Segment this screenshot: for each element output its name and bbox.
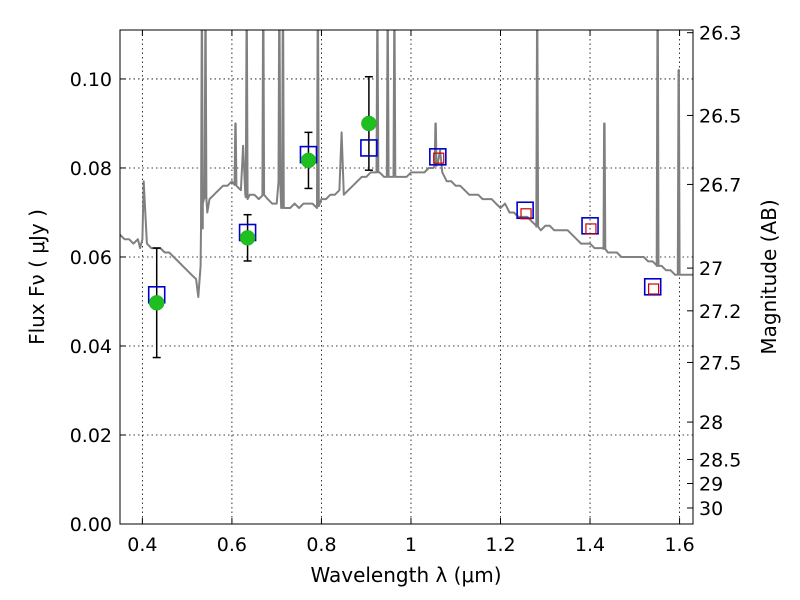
plot-frame: [119, 29, 694, 525]
blue-square-point: [360, 139, 378, 157]
plot-background: [120, 30, 693, 524]
y2-axis-label: Magnitude (AB): [757, 199, 781, 354]
blue-square-point: [429, 148, 447, 166]
y-axis-label: Flux Fν ( μJy ): [25, 209, 49, 345]
y-tick-label: 0.08: [70, 158, 112, 180]
magnitude-tick-label: 28: [699, 412, 723, 434]
magnitude-tick-label: 30: [699, 498, 723, 520]
green-circle-point: [239, 230, 256, 246]
x-tick-label: 1.4: [575, 534, 605, 556]
y-axis: 0.00 0.02 0.04 0.06 0.08 0.10: [70, 69, 126, 536]
magnitude-tick-label: 26.7: [699, 174, 741, 196]
magnitude-tick-label: 29: [699, 474, 723, 496]
y-tick-label: 0.02: [70, 425, 112, 447]
magnitude-tick-label: 28.5: [699, 449, 741, 471]
red-square-point: [520, 208, 532, 220]
green-circle-point: [148, 295, 165, 311]
x-tick-label: 1.2: [485, 534, 515, 556]
magnitude-tick-label: 27.2: [699, 301, 741, 323]
y-tick-label: 0.04: [70, 336, 112, 358]
red-square-point: [433, 152, 445, 164]
plot-area: [120, 30, 693, 359]
x-tick-label: 1: [405, 534, 417, 556]
red-square-point: [648, 283, 660, 295]
green-circle-point: [300, 152, 317, 169]
x-tick-label: 1.6: [664, 534, 694, 556]
y-tick-label: 0.00: [70, 514, 112, 536]
x-tick-label: 0.6: [217, 534, 247, 556]
magnitude-tick-label: 27: [699, 258, 723, 280]
green-circle-point: [361, 115, 377, 132]
y-tick-label: 0.10: [70, 69, 112, 91]
x-axis: 0.4 0.6 0.8 1 1.2 1.4 1.6: [127, 30, 695, 556]
y-tick-label: 0.06: [70, 247, 112, 269]
x-axis-label: Wavelength λ (μm): [310, 563, 501, 587]
x-tick-label: 0.4: [127, 534, 157, 556]
magnitude-tick-label: 27.5: [699, 352, 741, 374]
magnitude-tick-label: 26.5: [699, 105, 741, 127]
x-tick-label: 0.8: [306, 534, 336, 556]
magnitude-tick-label: 26.3: [699, 23, 741, 45]
red-square-point: [585, 223, 597, 235]
blue-square-point: [643, 277, 662, 296]
model-spectrum-line: [120, 30, 693, 298]
